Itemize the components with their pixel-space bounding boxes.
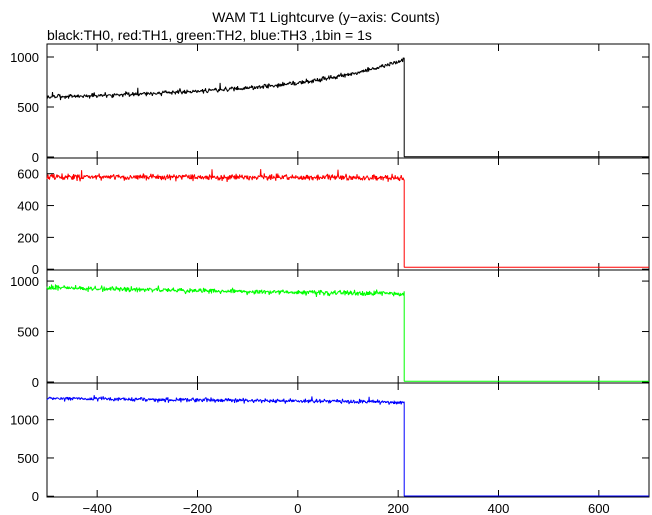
y-tick-label: 500 xyxy=(17,100,39,115)
x-tick-label: −200 xyxy=(183,501,212,515)
series-line-th3 xyxy=(46,395,649,497)
y-tick-label: 1000 xyxy=(10,274,39,289)
y-tick-label: 0 xyxy=(32,489,39,504)
y-tick-label: 500 xyxy=(17,325,39,340)
y-tick-label: 500 xyxy=(17,451,39,466)
y-tick-label: 400 xyxy=(17,199,39,214)
y-tick-label: 1000 xyxy=(10,50,39,65)
x-tick-label: −400 xyxy=(83,501,112,515)
chart-legend-caption: black:TH0, red:TH1, green:TH2, blue:TH3 … xyxy=(47,27,372,43)
x-tick-label: 0 xyxy=(294,501,301,515)
series-line-th1 xyxy=(46,169,649,268)
x-tick-label: 600 xyxy=(588,501,610,515)
x-tick-label: 400 xyxy=(488,501,510,515)
panel-frame-th0 xyxy=(46,43,650,159)
y-tick-label: 600 xyxy=(17,167,39,182)
y-tick-label: 0 xyxy=(32,375,39,390)
y-tick-label: 0 xyxy=(32,262,39,277)
x-tick-label: 200 xyxy=(387,501,409,515)
panel-frame-th3 xyxy=(46,382,650,498)
series-line-th0 xyxy=(46,57,649,158)
panel-frame-th2 xyxy=(46,269,650,384)
y-tick-label: 1000 xyxy=(10,413,39,428)
y-tick-label: 200 xyxy=(17,230,39,245)
panel-frame-th1 xyxy=(46,157,650,271)
series-line-th2 xyxy=(46,284,649,382)
chart-title: WAM T1 Lightcurve (y−axis: Counts) xyxy=(212,9,440,25)
y-tick-label: 0 xyxy=(32,150,39,165)
